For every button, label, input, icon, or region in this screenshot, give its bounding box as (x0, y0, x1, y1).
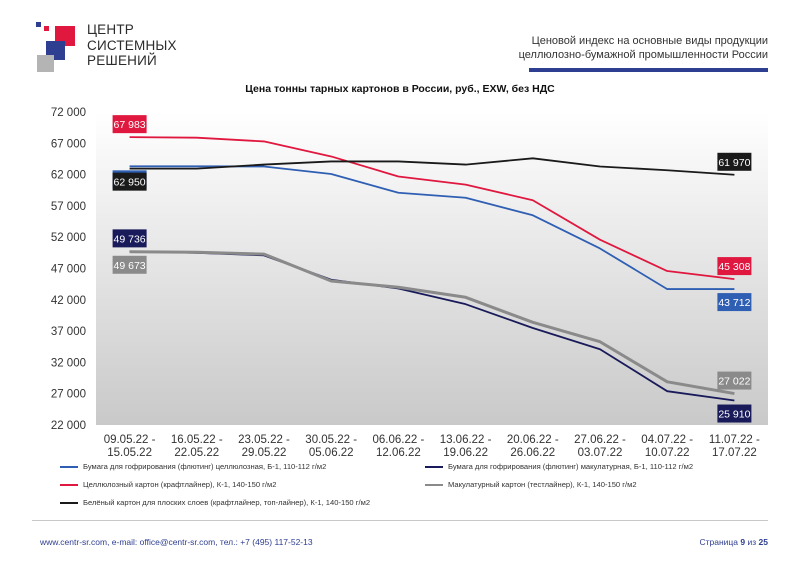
y-tick-label: 57 000 (51, 201, 86, 213)
y-tick-label: 22 000 (51, 420, 86, 432)
logo-line-3: РЕШЕНИЙ (87, 53, 157, 68)
data-label-start-1-box (112, 229, 147, 248)
y-tick-label: 62 000 (51, 170, 86, 182)
x-tick-label: 04.07.22 -10.07.22 (641, 434, 693, 459)
x-tick-label: 09.05.22 -15.05.22 (104, 434, 156, 459)
data-label-end-0-box (717, 293, 752, 312)
x-tick-label: 11.07.22 -17.07.22 (709, 434, 760, 459)
data-label-end-3-text: 27 022 (718, 376, 750, 388)
legend-label: Целлюлозный картон (крафтлайнер), К-1, 1… (83, 480, 277, 489)
y-tick-label: 67 000 (51, 138, 86, 150)
data-label-start-2: 67 983 (112, 115, 147, 134)
legend-item-4: Белёный картон для плоских слоев (крафтл… (60, 498, 370, 507)
series-line-3 (129, 250, 735, 396)
page-indicator: Страница 9 из 25 (699, 537, 768, 547)
logo-line-2: СИСТЕМНЫХ (87, 37, 177, 53)
page-label: Страница (699, 537, 739, 547)
data-label-end-4: 61 970 (717, 152, 752, 171)
page-of-label: из (747, 537, 757, 547)
data-label-start-2-box (112, 115, 147, 134)
data-label-end-0-text: 43 712 (718, 297, 750, 309)
header-rule (529, 68, 768, 72)
logo-text: ЦЕНТР СИСТЕМНЫХ РЕШЕНИЙ (87, 22, 177, 69)
data-label-end-3: 27 022 (717, 371, 752, 390)
data-label-end-4-box (717, 152, 752, 171)
legend-item-3: Макулатурный картон (тестлайнер), К-1, 1… (425, 480, 637, 489)
y-tick-label: 37 000 (51, 326, 86, 338)
data-label-end-2: 45 308 (717, 257, 752, 276)
data-label-start-1-text: 49 736 (114, 233, 146, 245)
legend-item-0: Бумага для гофрирования (флютинг) целлюл… (60, 462, 326, 471)
legend-label: Бумага для гофрирования (флютинг) целлюл… (83, 462, 327, 471)
legend-item-1: Бумага для гофрирования (флютинг) макула… (425, 462, 693, 471)
x-tick-label: 06.06.22 -12.06.22 (373, 434, 425, 459)
page-number: 9 (740, 537, 746, 547)
report-title: Ценовой индекс на основные виды продукци… (438, 34, 768, 62)
series-line-4 (129, 157, 735, 176)
series-line-2 (129, 136, 735, 280)
y-tick-label: 27 000 (51, 389, 86, 401)
x-tick-label: 30.05.22 -05.06.22 (305, 434, 357, 459)
data-label-start-3-text: 49 673 (114, 260, 146, 272)
data-label-end-2-box (717, 257, 752, 276)
legend-label: Белёный картон для плоских слоев (крафтл… (83, 498, 371, 507)
data-label-end-2-text: 45 308 (718, 261, 750, 273)
logo-line-1: ЦЕНТР (87, 22, 134, 37)
plot-area (96, 112, 768, 425)
data-label-end-1-text: 25 910 (718, 409, 750, 421)
data-label-start-4-box (112, 172, 147, 191)
data-label-start-2-text: 67 983 (114, 119, 146, 131)
footer-rule (32, 520, 768, 521)
x-tick-label: 16.05.22 -22.05.22 (171, 434, 223, 459)
report-title-line-1: Ценовой индекс на основные виды продукци… (531, 35, 768, 47)
x-tick-label: 23.05.22 -29.05.22 (238, 434, 290, 459)
y-tick-label: 42 000 (51, 295, 86, 307)
legend-swatch (425, 484, 443, 486)
data-label-end-4-text: 61 970 (718, 157, 750, 169)
y-tick-label: 52 000 (51, 232, 86, 244)
chart-title: Цена тонны тарных картонов в России, руб… (245, 83, 555, 95)
data-label-end-3-box (717, 371, 752, 390)
legend-swatch (425, 466, 443, 468)
y-tick-label: 72 000 (51, 107, 86, 119)
x-tick-label: 13.06.22 -19.06.22 (440, 434, 492, 459)
legend-label: Макулатурный картон (тестлайнер), К-1, 1… (448, 480, 637, 489)
footer-contacts: www.centr-sr.com, e-mail: office@centr-s… (40, 537, 313, 547)
report-title-line-2: целлюлозно-бумажной промышленности Росси… (518, 49, 768, 61)
legend-label: Бумага для гофрирования (флютинг) макула… (448, 462, 694, 471)
legend-swatch (60, 466, 78, 468)
y-tick-label: 47 000 (51, 264, 86, 276)
legend-swatch (60, 502, 78, 504)
legend-swatch (60, 484, 78, 486)
x-tick-label: 27.06.22 -03.07.22 (574, 434, 626, 459)
y-tick-label: 32 000 (51, 357, 86, 369)
data-label-end-1: 25 910 (717, 404, 752, 423)
data-label-start-4-text: 62 950 (114, 177, 146, 189)
data-label-start-3-box (112, 255, 147, 274)
data-label-start-3: 49 673 (112, 255, 147, 274)
legend-item-2: Целлюлозный картон (крафтлайнер), К-1, 1… (60, 480, 276, 489)
x-tick-label: 20.06.22 -26.06.22 (507, 434, 559, 459)
data-label-end-0: 43 712 (717, 293, 752, 312)
data-label-end-1-box (717, 404, 752, 423)
data-label-start-4: 62 950 (112, 172, 147, 191)
data-label-start-1: 49 736 (112, 229, 147, 248)
page-total: 25 (758, 537, 768, 547)
company-logo (36, 22, 75, 72)
